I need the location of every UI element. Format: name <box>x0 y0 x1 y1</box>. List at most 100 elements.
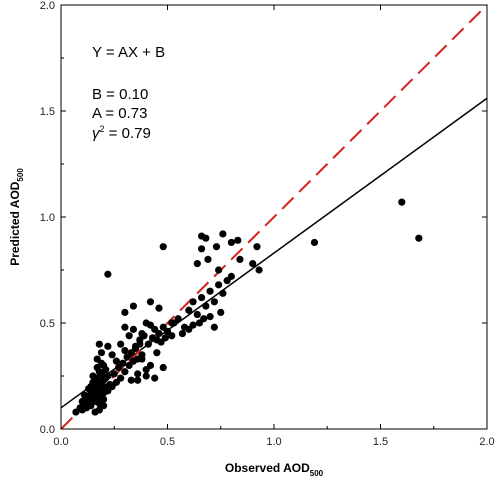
data-point <box>204 255 212 263</box>
data-point <box>155 304 163 312</box>
data-point <box>121 346 129 355</box>
data-point <box>185 306 193 314</box>
data-point <box>210 298 218 306</box>
data-point <box>142 372 150 380</box>
data-point <box>236 255 244 263</box>
y-axis-title: Predicted AOD500 <box>8 168 25 266</box>
data-point <box>227 238 235 247</box>
data-point <box>104 270 112 278</box>
data-point <box>178 330 187 338</box>
x-tick-label: 0.0 <box>53 436 68 448</box>
data-point <box>159 363 167 372</box>
data-point <box>215 266 223 274</box>
data-point <box>161 334 169 342</box>
data-point <box>121 323 129 331</box>
data-point <box>210 323 218 331</box>
data-point <box>206 313 214 321</box>
equation-label: Y = AX + B <box>92 44 165 61</box>
data-point <box>249 260 257 268</box>
y-tick-label: 1.0 <box>40 212 55 224</box>
data-point <box>127 376 135 384</box>
data-point <box>170 319 178 327</box>
data-point <box>104 342 112 350</box>
data-point <box>153 349 161 357</box>
data-point <box>134 376 142 384</box>
data-point <box>163 327 172 336</box>
data-point <box>217 308 225 316</box>
data-point <box>93 355 101 363</box>
data-point <box>100 395 108 403</box>
data-point <box>153 336 161 344</box>
data-point <box>415 234 423 242</box>
data-point <box>189 298 197 306</box>
data-point <box>138 355 146 363</box>
data-point <box>189 321 197 329</box>
y-tick-label: 0.5 <box>40 318 55 330</box>
data-point <box>144 340 152 348</box>
x-tick-label: 1.5 <box>373 436 388 448</box>
data-point <box>146 298 155 306</box>
axis-ticks: 0.0 0.5 1.0 1.5 2.0 0.0 0.5 1.0 1.5 2.0 <box>40 0 495 448</box>
data-point <box>131 342 140 350</box>
x-tick-label: 2.0 <box>479 436 494 448</box>
data-point <box>110 370 118 378</box>
data-point <box>87 383 95 391</box>
data-point <box>310 238 319 247</box>
x-tick-label: 1.0 <box>266 436 281 448</box>
r-squared-label: γ2 = 0.79 <box>92 124 151 142</box>
intercept-label: B = 0.10 <box>92 86 148 103</box>
data-point <box>129 325 138 333</box>
data-point <box>121 308 129 316</box>
data-point <box>193 260 201 268</box>
data-point <box>200 315 208 323</box>
data-point <box>197 245 206 253</box>
r-squared-value: = 0.79 <box>105 125 151 142</box>
data-point <box>253 243 261 251</box>
x-axis-label: Observed AOD <box>225 461 310 475</box>
data-point <box>227 272 235 280</box>
data-point <box>212 243 221 251</box>
data-point <box>197 293 206 302</box>
x-axis-subscript: 500 <box>310 469 324 478</box>
data-point <box>206 287 214 295</box>
data-point <box>234 236 242 244</box>
r-squared-superscript: 2 <box>100 124 105 134</box>
data-point <box>255 266 263 274</box>
y-tick-label: 2.0 <box>40 0 55 12</box>
data-point <box>89 372 97 380</box>
data-point <box>197 232 206 240</box>
data-point <box>97 349 106 357</box>
data-point <box>159 243 167 251</box>
data-point <box>202 302 210 310</box>
data-point <box>155 330 163 338</box>
y-axis-label: Predicted AOD <box>8 181 22 266</box>
x-tick-label: 0.5 <box>160 436 175 448</box>
data-point <box>95 340 103 348</box>
data-point <box>100 361 108 369</box>
data-point <box>121 368 129 376</box>
data-point <box>80 391 89 399</box>
data-points <box>72 198 423 416</box>
data-point <box>112 357 120 365</box>
data-point <box>215 281 223 289</box>
data-point <box>134 370 142 378</box>
x-axis-title: Observed AOD500 <box>225 461 324 478</box>
data-point <box>117 340 125 348</box>
y-tick-label: 0.0 <box>40 424 55 436</box>
data-point <box>140 332 148 340</box>
r-squared-symbol: γ <box>92 125 101 142</box>
data-point <box>219 289 227 297</box>
y-tick-label: 1.5 <box>40 106 55 118</box>
data-point <box>117 374 125 382</box>
data-point <box>219 230 227 238</box>
data-point <box>100 402 108 410</box>
regression-line <box>60 97 488 409</box>
data-point <box>146 361 155 369</box>
data-point <box>119 359 127 367</box>
data-point <box>398 198 406 206</box>
data-point <box>193 310 201 319</box>
data-point <box>151 374 159 382</box>
data-point <box>108 351 116 359</box>
y-axis-subscript: 500 <box>16 168 25 182</box>
